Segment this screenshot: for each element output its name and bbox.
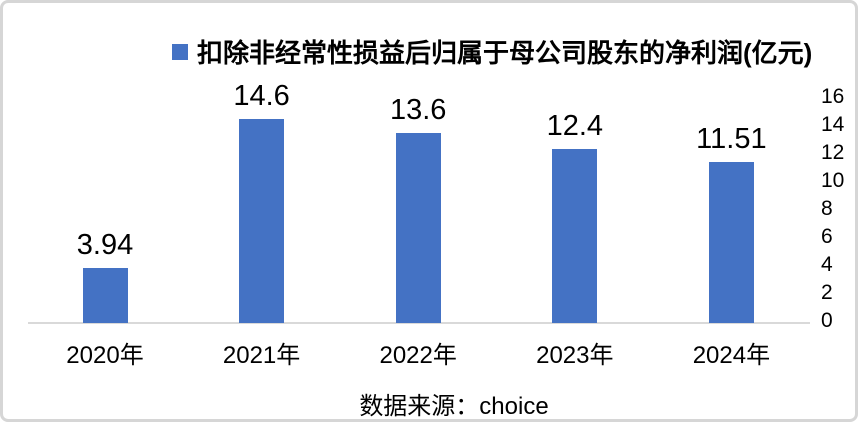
bar-value-label: 11.51 xyxy=(696,122,767,155)
x-axis-label: 2023年 xyxy=(536,342,614,369)
bar-value-label: 12.4 xyxy=(546,110,604,143)
x-axis-label: 2020年 xyxy=(66,342,144,369)
legend-swatch-icon xyxy=(172,43,188,60)
y-axis-tick-label: 4 xyxy=(821,253,833,276)
y-axis-tick-label: 16 xyxy=(821,85,845,108)
bar-value-label: 13.6 xyxy=(389,93,447,126)
x-axis-label: 2022年 xyxy=(379,342,457,369)
y-axis-tick-label: 14 xyxy=(821,113,845,136)
x-axis-line xyxy=(28,322,810,324)
bar xyxy=(552,149,598,323)
data-source-text: 数据来源：choice xyxy=(359,393,549,420)
bar xyxy=(239,118,285,323)
chart-legend: 扣除非经常性损益后归属于母公司股东的净利润(亿元) xyxy=(172,33,812,70)
bar xyxy=(395,132,441,323)
bar xyxy=(708,161,754,323)
y-axis-tick-label: 2 xyxy=(821,281,833,304)
legend-label: 扣除非经常性损益后归属于母公司股东的净利润(亿元) xyxy=(197,38,813,68)
x-axis-label: 2021年 xyxy=(222,342,301,369)
y-axis-tick-label: 12 xyxy=(821,141,845,164)
y-axis-tick-label: 8 xyxy=(821,197,833,220)
bar xyxy=(82,267,128,323)
plot-area: 3.94 2020年 14.6 2021年 13.6 2022年 12.4 2023年 11.5… xyxy=(3,3,858,422)
bar-value-label: 3.94 xyxy=(76,228,134,261)
x-axis-label: 2024年 xyxy=(692,342,771,369)
y-axis-tick-label: 6 xyxy=(821,225,833,248)
y-axis-tick-label: 10 xyxy=(821,169,845,192)
y-axis-tick-label: 0 xyxy=(821,309,833,332)
bar-value-label: 14.6 xyxy=(233,79,290,112)
